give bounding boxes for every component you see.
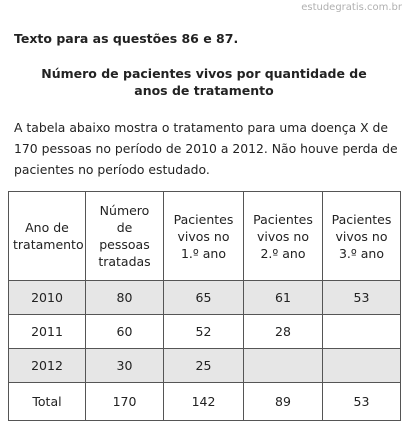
intro: Texto para as questões 86 e 87. xyxy=(14,31,239,46)
column-header: Número de pessoas tratadas xyxy=(85,191,164,281)
table-cell: 53 xyxy=(322,382,401,421)
paragraph-line: pacientes no período estudado. xyxy=(14,162,210,177)
data-table: Ano de tratamento Número de pessoas trata… xyxy=(8,191,401,421)
table-cell: 2010 xyxy=(8,280,86,315)
title-line: anos de tratamento xyxy=(134,83,274,98)
paragraph-line: 170 pessoas no período de 2010 a 2012. N… xyxy=(14,141,398,156)
watermark: estudegratis.com.br xyxy=(301,2,402,13)
table-cell: 89 xyxy=(243,382,323,421)
column-header: Ano de tratamento xyxy=(8,191,86,281)
table-cell: 52 xyxy=(163,314,244,349)
paragraph-line: A tabela abaixo mostra o tratamento para… xyxy=(14,120,389,135)
table-row: 2010 80 65 61 53 xyxy=(8,280,401,315)
table-row: 2012 30 25 xyxy=(8,348,401,383)
table-cell: Total xyxy=(8,382,86,421)
title-line: Número de pacientes vivos por quantidade… xyxy=(41,66,367,81)
table-row: Total 170 142 89 53 xyxy=(8,382,401,421)
table-cell: 25 xyxy=(163,348,244,383)
table-cell: 28 xyxy=(243,314,323,349)
table-cell xyxy=(322,348,401,383)
table-cell: 170 xyxy=(85,382,164,421)
header-row: Ano de tratamento Número de pessoas trata… xyxy=(8,191,401,281)
column-header: Pacientes vivos no 1.º ano xyxy=(163,191,244,281)
table-cell: 80 xyxy=(85,280,164,315)
table-cell xyxy=(243,348,323,383)
column-header: Pacientes vivos no 3.º ano xyxy=(322,191,401,281)
table-cell: 65 xyxy=(163,280,244,315)
table-cell xyxy=(322,314,401,349)
table-cell: 30 xyxy=(85,348,164,383)
table-row: 2011 60 52 28 xyxy=(8,314,401,349)
table-cell: 2011 xyxy=(8,314,86,349)
table-cell: 53 xyxy=(322,280,401,315)
table-cell: 142 xyxy=(163,382,244,421)
table-cell: 2012 xyxy=(8,348,86,383)
column-header: Pacientes vivos no 2.º ano xyxy=(243,191,323,281)
table-cell: 60 xyxy=(85,314,164,349)
table-cell: 61 xyxy=(243,280,323,315)
